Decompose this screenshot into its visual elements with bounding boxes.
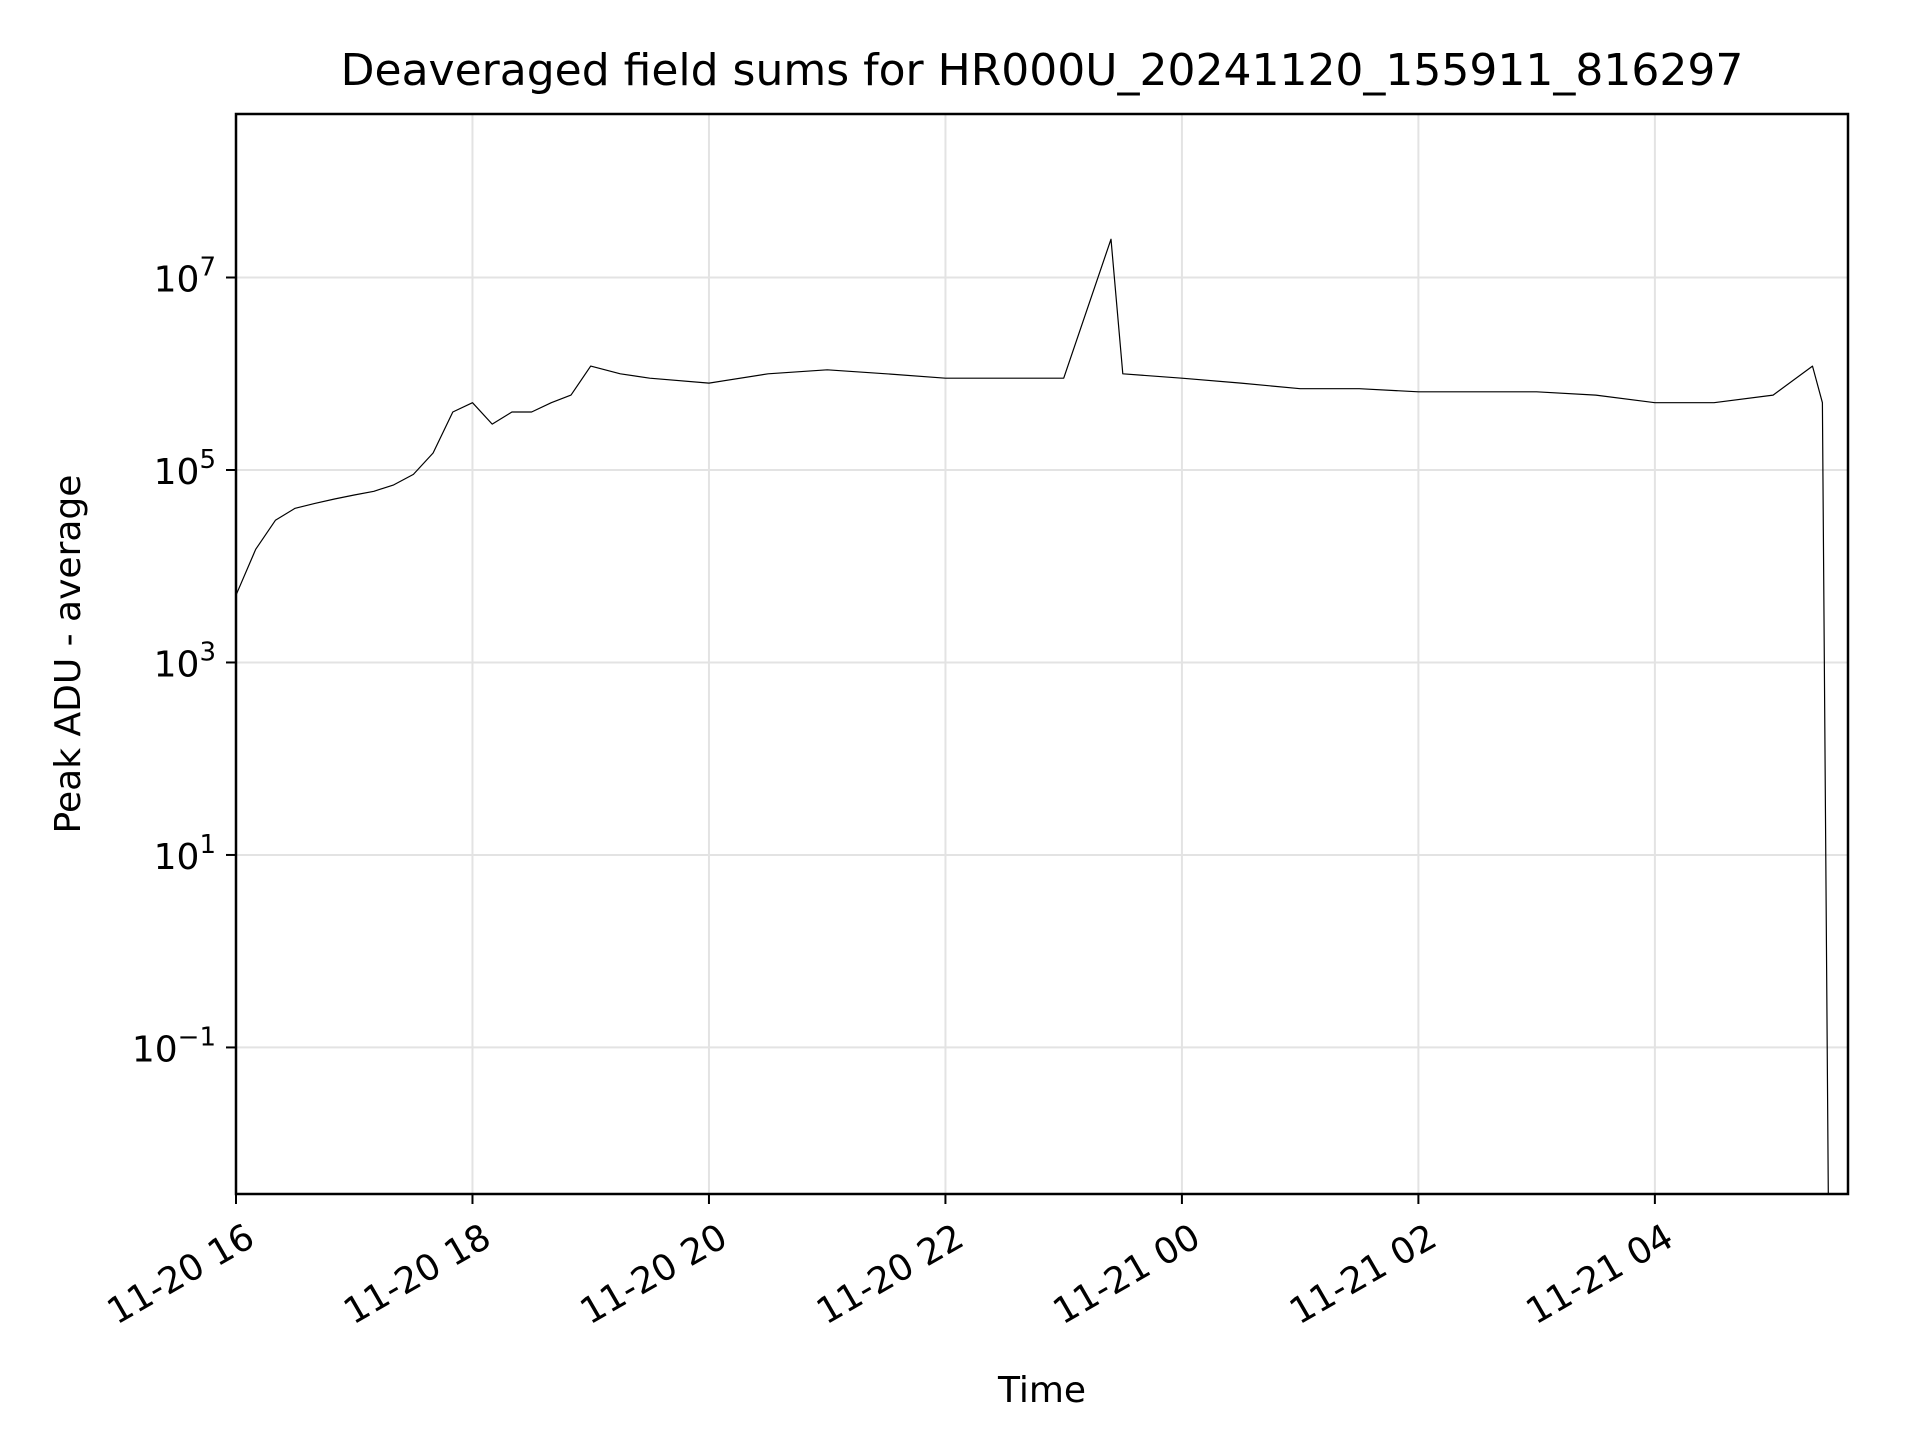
y-tick-base: 10 xyxy=(154,837,200,878)
y-tick-base: 10 xyxy=(154,452,200,493)
grid xyxy=(235,114,1848,1194)
y-tick-exponent: −1 xyxy=(178,1022,216,1052)
y-tick-label: 101 xyxy=(154,830,216,878)
y-tick-exponent: 7 xyxy=(199,253,216,283)
chart-title: Deaveraged field sums for HR000U_2024112… xyxy=(341,45,1744,96)
y-tick-exponent: 5 xyxy=(199,445,216,475)
y-tick-label: 103 xyxy=(154,637,216,685)
x-tick-label: 11-21 02 xyxy=(1283,1216,1444,1332)
y-axis-label: Peak ADU - average xyxy=(48,475,89,834)
y-tick-label: 107 xyxy=(154,253,216,301)
series-layer xyxy=(235,238,1829,1195)
y-tick-base: 10 xyxy=(132,1029,178,1070)
y-tick-base: 10 xyxy=(154,644,200,685)
x-tick-label: 11-20 22 xyxy=(810,1216,971,1332)
x-tick-label: 11-21 00 xyxy=(1047,1216,1208,1332)
y-tick-base: 10 xyxy=(154,260,200,301)
x-tick-label: 11-20 18 xyxy=(337,1216,498,1332)
x-tick-label: 11-21 04 xyxy=(1519,1216,1680,1332)
series-line xyxy=(235,238,1829,1195)
y-tick-exponent: 3 xyxy=(199,637,216,667)
x-axis-label: Time xyxy=(997,1370,1086,1411)
y-tick-label: 105 xyxy=(154,445,216,493)
ticks: 11-20 16 11-20 18 11-20 20 11-20 22 11-21 00… xyxy=(101,253,1681,1333)
y-tick-exponent: 1 xyxy=(199,830,216,860)
plot-frame xyxy=(234,112,1850,1196)
x-tick-label: 11-20 20 xyxy=(574,1216,735,1332)
x-tick-label: 11-20 16 xyxy=(101,1216,262,1332)
y-tick-label: 10−1 xyxy=(132,1022,216,1070)
